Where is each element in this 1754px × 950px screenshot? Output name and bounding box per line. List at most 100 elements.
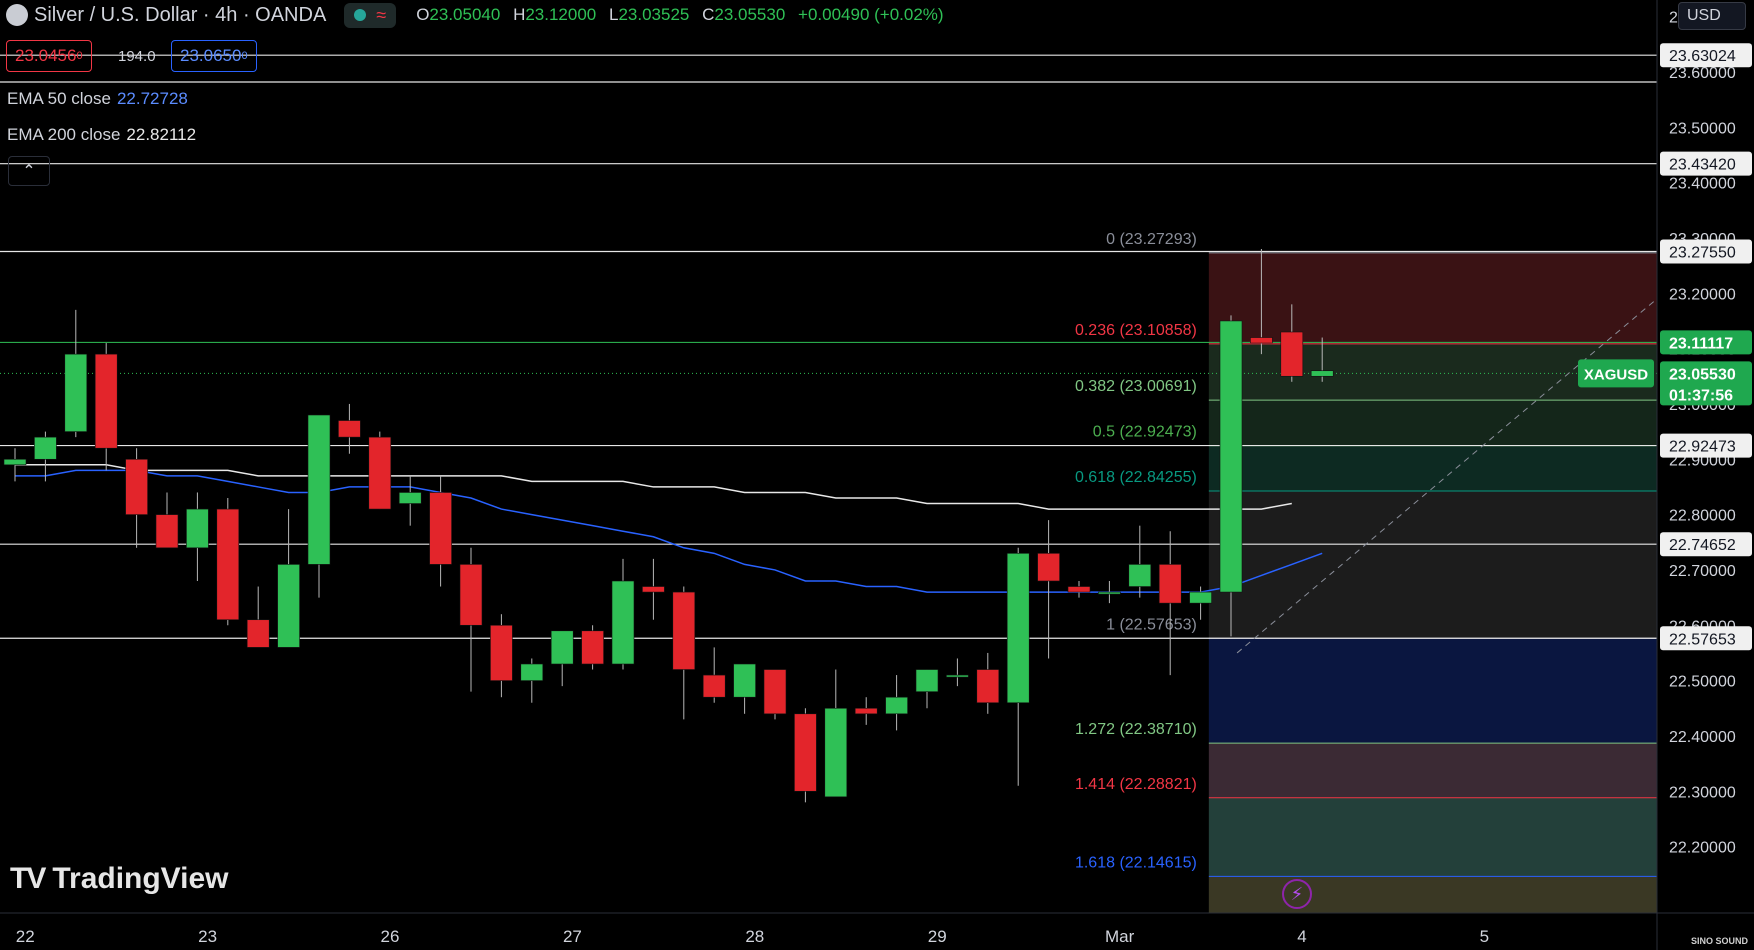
fib-level-label: 0.236 (23.10858)	[1075, 322, 1197, 339]
chevron-up-icon: ⌃	[22, 163, 36, 180]
symbol-title[interactable]: Silver / U.S. Dollar · 4h · OANDA	[34, 3, 327, 26]
time-tick-label: 5	[1480, 927, 1489, 946]
price-tag	[1660, 151, 1752, 176]
candle-body	[611, 580, 635, 665]
candle-body	[155, 514, 179, 549]
candle	[550, 630, 574, 687]
price-tag-label: 23.43420	[1669, 157, 1736, 174]
price-tick-label: 22.80000	[1669, 508, 1736, 525]
price-tick-label: 22.20000	[1669, 840, 1736, 857]
candle-body	[1006, 553, 1030, 704]
candle	[1189, 586, 1212, 620]
candle	[1219, 315, 1243, 637]
price-tag	[1660, 532, 1752, 557]
candle-body	[246, 619, 270, 648]
candle	[581, 625, 604, 670]
market-status-badge[interactable]: ≈	[344, 2, 397, 28]
candle	[338, 403, 361, 454]
candle	[459, 547, 483, 692]
ema50-legend[interactable]: EMA 50 close 22.72728	[7, 89, 188, 108]
candle	[155, 492, 179, 549]
candle	[1280, 304, 1304, 382]
price-tick-label: 23.20000	[1669, 286, 1736, 303]
price-tick-label: 23.50000	[1669, 120, 1736, 137]
tradingview-watermark: TV TradingView	[10, 862, 229, 895]
fib-level-label: 0 (23.27293)	[1106, 231, 1197, 248]
candle	[34, 431, 57, 482]
candle	[763, 669, 787, 720]
fib-zone	[1208, 743, 1657, 798]
candle-body	[976, 669, 1000, 704]
candle	[702, 647, 726, 703]
price-tag-label: 22.57653	[1669, 631, 1736, 648]
ema200-legend[interactable]: EMA 200 close 22.82112	[7, 125, 197, 144]
candle-body	[520, 663, 544, 681]
resistance-price-label: 23.11117	[1669, 335, 1733, 352]
candle	[1037, 520, 1060, 659]
time-tick-label: 26	[381, 927, 400, 946]
candle	[1067, 581, 1091, 598]
price-tag	[1660, 43, 1752, 68]
candle	[854, 697, 878, 725]
fib-level-label: 0.618 (22.84255)	[1075, 469, 1197, 486]
lightning-bolt-icon[interactable]: ⚡	[1282, 879, 1312, 909]
candle-body	[64, 353, 88, 432]
candle-body	[794, 713, 817, 792]
price-tick-label: 22.50000	[1669, 674, 1736, 691]
candle-body	[763, 669, 787, 715]
candle-body	[94, 353, 118, 449]
silver-symbol-icon	[6, 4, 28, 26]
candle-body	[429, 492, 452, 565]
price-tag	[1660, 239, 1752, 264]
candle	[642, 558, 665, 620]
price-tag	[1660, 433, 1752, 458]
last-price-tag	[1660, 361, 1752, 406]
candle	[186, 492, 209, 581]
candle	[946, 658, 969, 687]
candle-body	[1158, 564, 1182, 604]
fib-zone	[1208, 797, 1657, 877]
fib-level-label: 0.382 (23.00691)	[1075, 378, 1197, 395]
candle	[794, 708, 817, 803]
candle-body	[34, 436, 57, 460]
buy-price-button[interactable]: 23.0650 0	[171, 40, 257, 72]
time-tick-label: 29	[928, 927, 947, 946]
fib-zone	[1208, 400, 1657, 446]
candle	[307, 414, 331, 598]
resistance-price-tag	[1660, 330, 1752, 355]
candle	[277, 509, 300, 648]
price-tick-label: 23.40000	[1669, 176, 1736, 193]
candle	[520, 658, 544, 703]
candle-body	[946, 674, 969, 678]
time-tick-label: 28	[745, 927, 764, 946]
time-tick-label: 23	[198, 927, 217, 946]
candle-body	[307, 414, 331, 565]
fib-level-label: 1.414 (22.28821)	[1075, 776, 1197, 793]
fib-level-label: 1.272 (22.38710)	[1075, 721, 1197, 738]
trend-line	[1236, 298, 1658, 654]
candle-body	[1280, 331, 1304, 377]
candle	[824, 669, 848, 798]
fib-zone	[1208, 252, 1657, 344]
candle-body	[277, 564, 300, 648]
candle-body	[1219, 320, 1243, 593]
candle-body	[338, 420, 361, 438]
corner-brand: SINO SOUND	[1690, 936, 1748, 946]
symbol-tag-label: XAGUSD	[1584, 366, 1648, 383]
candle-body	[642, 586, 665, 593]
candle	[672, 586, 696, 720]
collapse-legend-button[interactable]: ⌃	[8, 156, 50, 186]
candle	[915, 669, 939, 709]
candle-body	[1250, 337, 1273, 344]
fib-zone	[1208, 445, 1657, 492]
currency-selector[interactable]: USD	[1678, 2, 1746, 30]
price-tag-label: 23.63024	[1669, 48, 1736, 65]
candle-body	[368, 436, 392, 510]
last-price-label: 23.05530	[1669, 366, 1736, 383]
sell-price-button[interactable]: 23.0456 0	[6, 40, 92, 72]
market-open-icon	[354, 9, 367, 21]
price-tick-label: 22.70000	[1669, 563, 1736, 580]
price-scale	[1657, 0, 1754, 950]
candle-body	[885, 696, 908, 715]
